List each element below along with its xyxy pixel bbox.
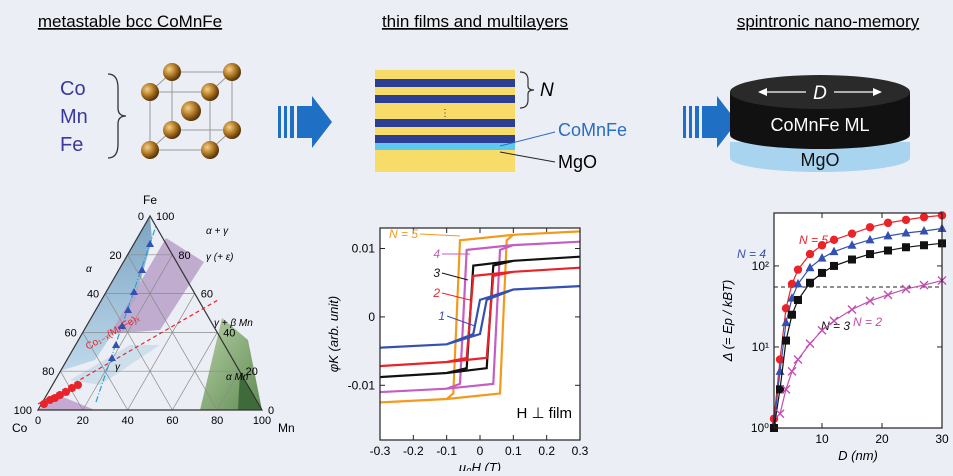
series-label: N = 3 [821,319,850,333]
phase-label: α + γ [206,226,229,237]
marker [866,223,874,231]
element: Mn [60,106,88,128]
x-tick-label: 10 [815,432,829,446]
marker [920,241,928,249]
ternary-tick: 0 [138,211,144,223]
x-tick-label: -0.3 [370,444,391,458]
marker [848,229,856,237]
heading: spintronic nano-memory [737,12,920,31]
phase-label: γ (+ ε) [206,252,233,263]
x-axis-label: μ₀H (T) [458,460,501,471]
apex-label: Fe [143,193,157,207]
barrier-label: MgO [800,150,839,170]
x-tick-label: 20 [875,432,889,446]
diameter-label: D [813,83,827,104]
y-tick-label: 10² [752,259,769,273]
marker [884,219,892,227]
apex-label: Co [12,421,28,435]
element: Fe [60,134,83,156]
barrier-label: MgO [558,152,597,172]
ternary-tick: 80 [211,415,223,427]
series-label: N = 4 [737,247,766,261]
svg-text:⋮: ⋮ [440,108,450,119]
atom [141,83,159,101]
x-axis-label: D (nm) [838,448,878,463]
marker [920,213,928,221]
marker [902,216,910,224]
atom [163,121,181,139]
ternary-tick: 40 [87,289,99,301]
ternary-tick: 60 [65,327,77,339]
series-label: 3 [433,266,440,280]
layer-label: CoMnFe [558,120,627,140]
atom [181,101,201,121]
atom [201,83,219,101]
x-tick-label: 0.3 [572,444,589,458]
marker [830,236,838,244]
x-tick-label: 0.1 [505,444,522,458]
marker [794,265,802,273]
ternary-tick: 0 [35,415,41,427]
x-tick-label: -0.2 [403,444,424,458]
series-label: N = 5 [799,233,828,247]
y-tick-label: 10⁰ [751,421,769,435]
atom [141,141,159,159]
repeat-label: N [540,80,554,101]
ternary-tick: 80 [178,250,190,262]
multilayer-stack: ⋮ [375,70,515,172]
y-tick-label: -0.01 [348,378,376,392]
figure: metastable bcc CoMnFe thin films and mul… [0,0,953,471]
series-label: N = 5 [389,227,418,241]
marker [806,279,814,287]
element: Co [60,78,86,100]
x-tick-label: 0.2 [538,444,555,458]
ternary-tick: 100 [14,405,32,417]
x-tick-label: 0 [477,444,484,458]
marker [788,311,796,319]
y-tick-label: 10¹ [752,340,769,354]
annotation: H ⊥ film [516,405,572,422]
ternary-tick: 20 [109,250,121,262]
marker [818,269,826,277]
atom [163,63,181,81]
y-axis-label: Δ (= Ep / kBT) [720,280,735,363]
atom [223,63,241,81]
marker [794,296,802,304]
ternary-tick: 100 [253,415,271,427]
series-label: 1 [438,309,445,323]
x-tick-label: -0.1 [436,444,457,458]
ternary-tick: 60 [201,289,213,301]
y-tick-label: 0 [368,310,375,324]
ternary-tick: 80 [42,366,54,378]
apex-label: Mn [278,421,295,435]
marker [866,250,874,258]
sample-point [74,381,82,389]
layer-label: CoMnFe ML [770,115,869,135]
x-tick-label: 30 [935,432,949,446]
ternary-tick: 20 [77,415,89,427]
series-label: N = 2 [853,315,882,329]
marker [884,247,892,255]
atom [201,141,219,159]
phase-label: α [86,264,92,275]
heading: metastable bcc CoMnFe [38,12,222,31]
marker [830,262,838,270]
marker [902,243,910,251]
marker [848,256,856,264]
y-axis-label: φK (arb. unit) [326,296,341,372]
y-tick-label: 0.01 [352,242,376,256]
ternary-tick: 40 [121,415,133,427]
phase-label: γ + β Mn [214,318,253,329]
atom [223,121,241,139]
marker [782,337,790,345]
heading: thin films and multilayers [382,12,568,31]
ternary-tick: 60 [166,415,178,427]
series-label: 2 [432,286,440,300]
page: metastable bcc CoMnFe thin films and mul… [0,0,953,471]
ternary-tick: 40 [223,327,235,339]
marker [806,250,814,258]
phase-label: α Mn [226,372,249,383]
ternary-tick: 100 [156,211,174,223]
series-label: 4 [433,247,440,261]
